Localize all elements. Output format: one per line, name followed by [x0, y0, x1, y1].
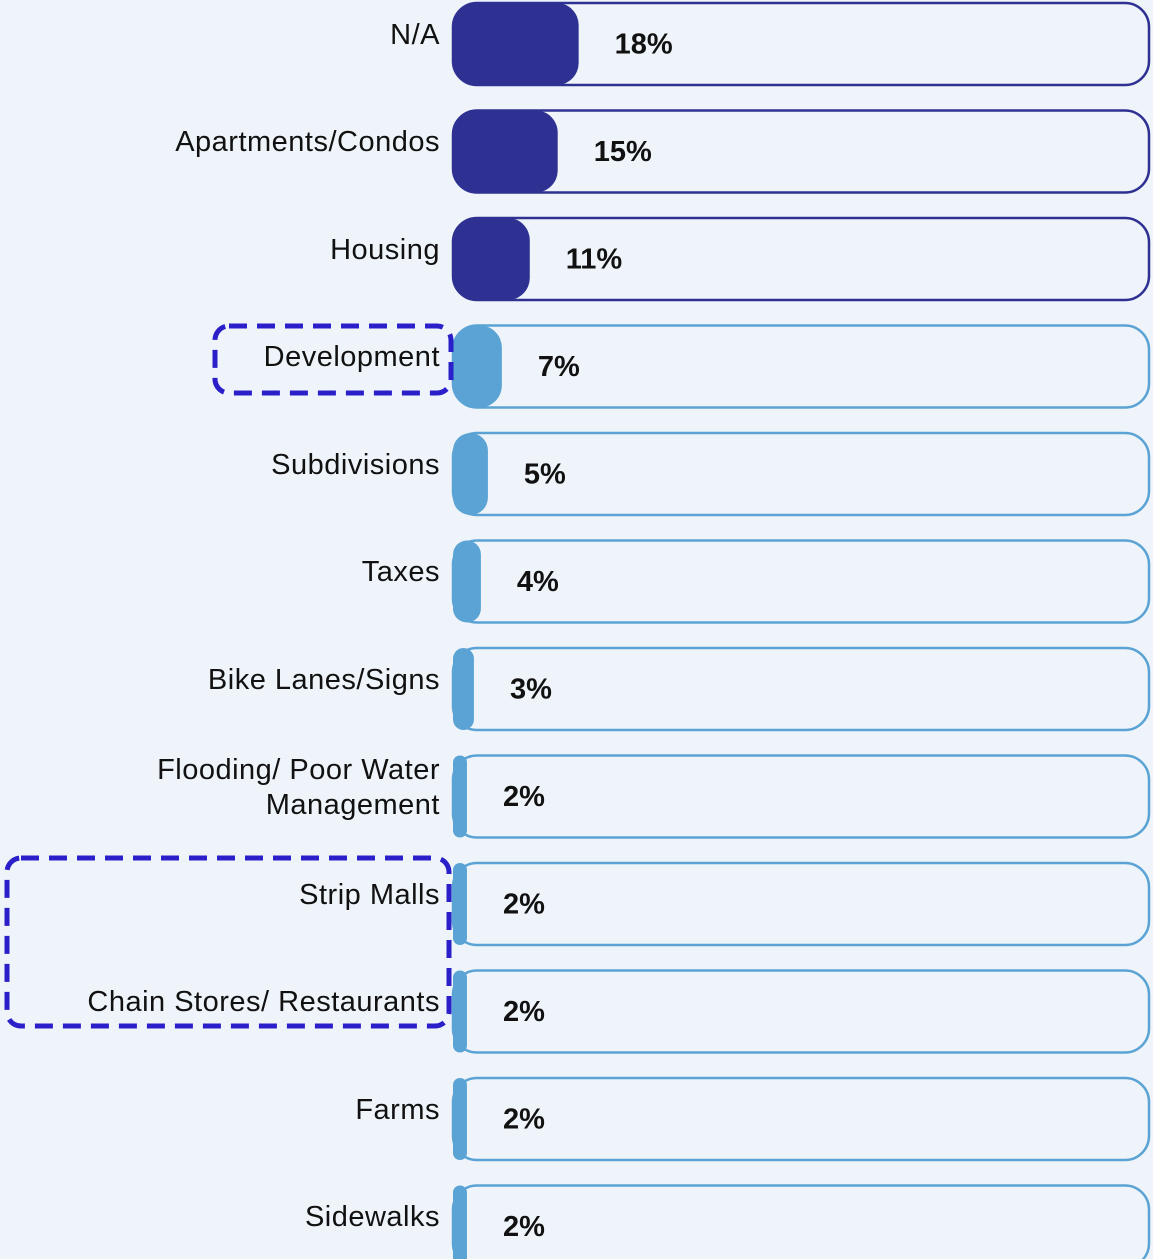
bar [453, 325, 502, 408]
value-label: 11% [566, 244, 623, 276]
value-label: 3% [510, 674, 552, 706]
value-label: 2% [503, 1211, 545, 1243]
bar-track [451, 969, 1151, 1054]
value-label: 2% [503, 1104, 545, 1136]
bar [453, 863, 467, 945]
category-label: Flooding/ Poor Water Management [157, 753, 440, 821]
bar [453, 1185, 467, 1259]
category-label: Subdivisions [271, 448, 440, 481]
category-label: Housing [330, 233, 440, 266]
category-label: Farms [355, 1093, 440, 1126]
highlight-box [212, 323, 454, 396]
bar-track [451, 646, 1151, 732]
bar-track [451, 754, 1151, 839]
category-label: Development [263, 341, 440, 373]
bar [453, 433, 488, 515]
value-label: 2% [503, 781, 545, 813]
bar [453, 218, 530, 300]
bar [453, 755, 467, 838]
value-label: 18% [615, 29, 673, 61]
category-label: Sidewalks [304, 1201, 440, 1233]
bar [453, 970, 467, 1053]
category-label: Apartments/Condos [175, 126, 440, 158]
highlight-box [4, 855, 452, 1029]
category-label: Bike Lanes/Signs [207, 663, 440, 696]
category-label: Chain Stores/ Restaurants [87, 986, 440, 1018]
bar-track [451, 1076, 1151, 1162]
bar-track [451, 861, 1151, 947]
category-label: Taxes [361, 556, 440, 588]
bar [453, 3, 579, 85]
value-label: 7% [538, 351, 580, 383]
bar [453, 1078, 467, 1160]
bar [453, 648, 474, 730]
value-label: 2% [503, 889, 545, 921]
bar [453, 540, 481, 623]
value-label: 5% [524, 459, 566, 491]
value-label: 2% [503, 996, 545, 1028]
bar-track [451, 1184, 1151, 1259]
bar-track [451, 216, 1151, 302]
value-label: 15% [594, 136, 652, 168]
category-label: N/A [390, 18, 440, 51]
category-label: Strip Malls [299, 878, 440, 911]
value-label: 4% [517, 566, 559, 598]
bar [453, 110, 558, 193]
